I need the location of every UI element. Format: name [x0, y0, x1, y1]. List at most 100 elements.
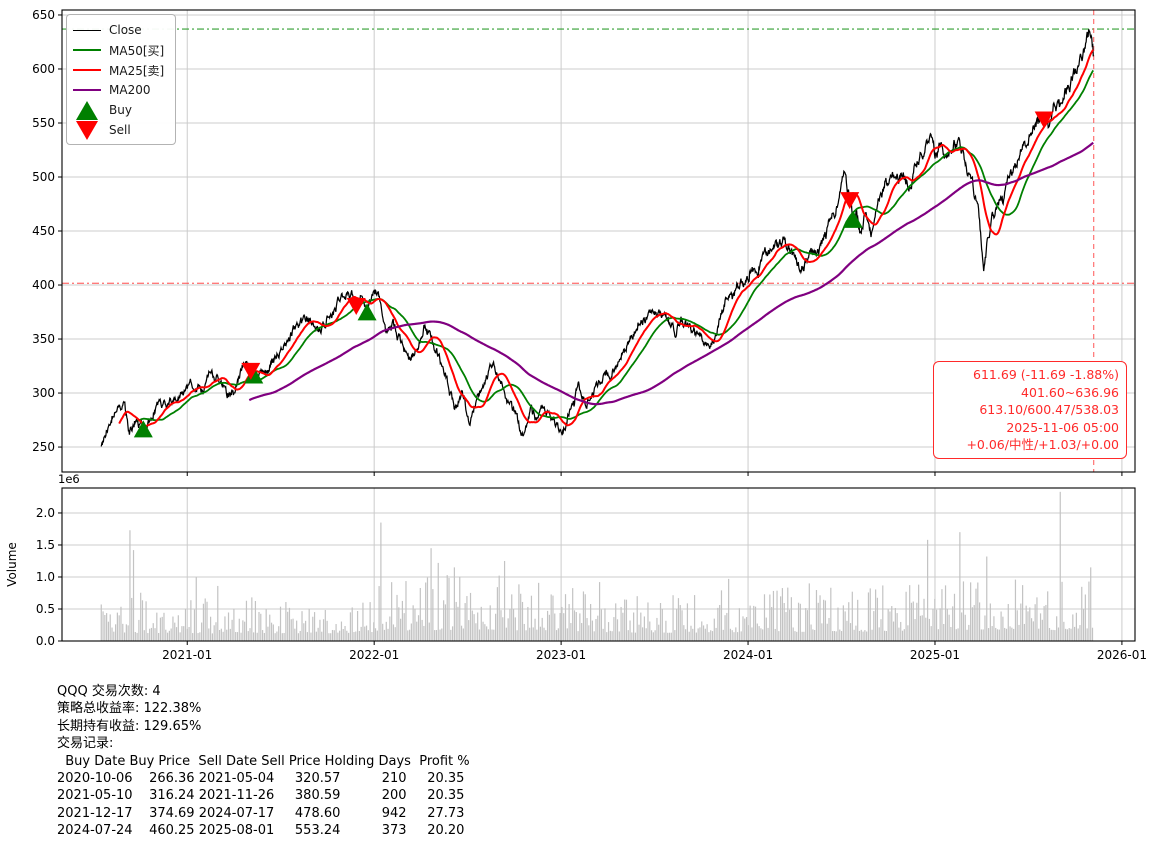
volume-bar — [538, 582, 540, 641]
volume-bar — [253, 632, 255, 641]
volume-bar — [192, 633, 194, 641]
volume-bar — [745, 617, 748, 641]
volume-bar — [322, 619, 325, 641]
volume-bar — [258, 612, 260, 641]
volume-bar — [435, 630, 438, 641]
volume-bar — [412, 605, 414, 641]
volume-bar — [432, 589, 434, 641]
volume-bar — [867, 592, 870, 641]
volume-bar — [283, 632, 285, 641]
volume-bar — [568, 604, 570, 641]
volume-bar — [285, 602, 287, 641]
annotation-datetime: 2025-11-06 05:00 — [1006, 419, 1119, 435]
volume-bar — [550, 594, 552, 641]
volume-bar — [125, 624, 127, 641]
volume-bar — [543, 627, 545, 641]
volume-bar — [211, 633, 213, 641]
volume-bar — [607, 622, 610, 641]
volume-bar — [778, 631, 780, 641]
volume-bar — [1016, 610, 1018, 641]
volume-bar — [1073, 626, 1076, 641]
volume-panel-frame — [61, 487, 1136, 642]
volume-bar — [996, 629, 999, 641]
volume-bar — [697, 628, 699, 641]
volume-bar — [613, 617, 615, 641]
volume-bar — [611, 631, 613, 641]
volume-bar — [581, 623, 583, 641]
volume-bar — [900, 621, 902, 641]
volume-bar — [995, 627, 997, 641]
volume-bar — [240, 632, 242, 641]
volume-bar — [927, 539, 929, 641]
volume-y-tick-label: 0.0 — [36, 634, 55, 648]
volume-bar — [466, 596, 468, 641]
volume-bar — [706, 624, 708, 641]
volume-bar — [1052, 629, 1054, 641]
volume-bar — [453, 567, 455, 641]
volume-bar — [496, 587, 498, 641]
volume-bar — [437, 562, 439, 641]
volume-bar — [527, 606, 529, 641]
volume-bar — [278, 626, 280, 641]
volume-bar — [1061, 581, 1063, 641]
volume-bar — [618, 631, 620, 641]
volume-bar — [401, 600, 403, 641]
volume-bar — [113, 631, 115, 641]
volume-bar — [846, 620, 848, 641]
volume-bar — [534, 618, 536, 641]
volume-bar — [423, 625, 425, 641]
volume-bar — [728, 578, 730, 641]
volume-bar — [475, 623, 477, 641]
volume-bar — [622, 612, 624, 641]
volume-bar — [516, 630, 518, 641]
volume-bar — [249, 628, 251, 641]
volume-bar — [217, 585, 219, 641]
volume-bar — [977, 582, 979, 641]
volume-bar — [837, 607, 839, 641]
volume-bar — [563, 613, 565, 641]
volume-bar — [1014, 579, 1017, 641]
volume-bar — [313, 612, 316, 641]
volume-bar — [1029, 607, 1031, 641]
volume-bar — [1032, 621, 1034, 641]
volume-bar — [410, 623, 412, 641]
volume-bar — [166, 632, 169, 641]
y-tick-label: 300 — [32, 386, 55, 400]
volume-bar — [464, 603, 466, 641]
volume-bar — [156, 612, 158, 641]
volume-bar — [111, 627, 113, 641]
legend-item: Sell — [67, 120, 175, 140]
volume-bar — [301, 611, 303, 641]
volume-bar — [116, 612, 118, 641]
volume-bar — [1041, 619, 1043, 641]
volume-bar — [643, 616, 645, 641]
volume-bar — [288, 607, 291, 641]
volume-bar — [1023, 623, 1025, 641]
volume-bar — [509, 609, 511, 641]
volume-bar — [267, 626, 269, 641]
volume-bar — [344, 625, 346, 641]
volume-bar — [1081, 586, 1083, 641]
sell-marker — [1034, 111, 1054, 129]
volume-bar — [310, 632, 312, 641]
volume-bar — [982, 629, 984, 641]
volume-bar — [878, 627, 880, 641]
line-swatch-icon — [73, 29, 101, 31]
volume-bar — [561, 606, 563, 641]
volume-bar — [1009, 626, 1011, 641]
y-tick-label: 550 — [32, 116, 55, 130]
volume-bar — [835, 631, 837, 641]
volume-bar — [1070, 628, 1072, 641]
legend-item: Buy — [67, 100, 175, 120]
volume-bar — [369, 602, 371, 641]
volume-bar — [912, 601, 914, 641]
volume-bar — [724, 615, 726, 641]
volume-bar — [950, 627, 952, 641]
volume-bar — [351, 607, 353, 641]
volume-bar — [577, 631, 579, 641]
volume-bar — [460, 625, 463, 641]
volume-bar — [439, 629, 441, 641]
volume-bar — [776, 590, 778, 641]
volume-bar — [326, 620, 328, 641]
volume-bar — [862, 631, 864, 641]
